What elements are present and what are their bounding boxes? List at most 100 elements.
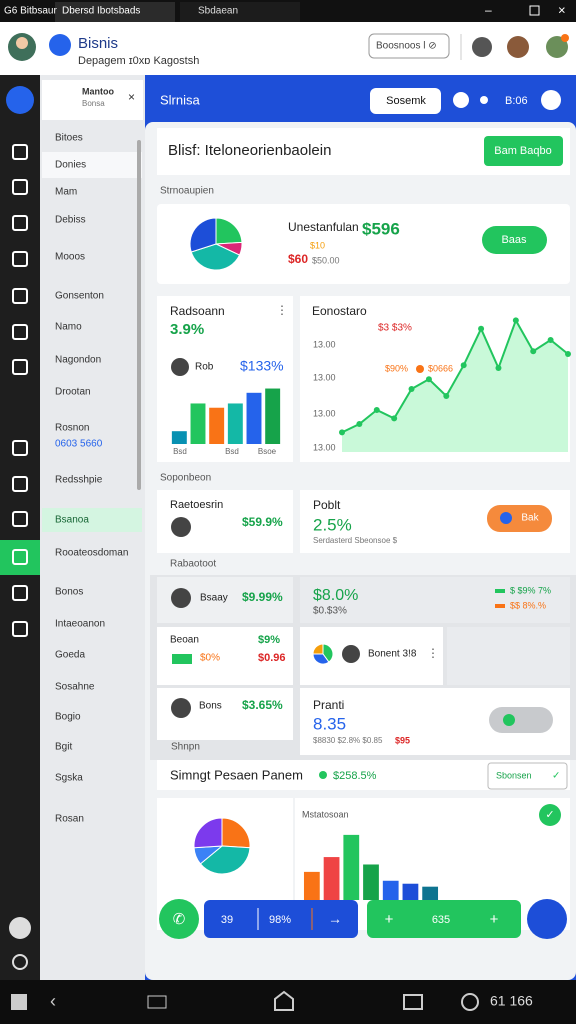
sidebar-item[interactable]: Rooateosdoman: [55, 548, 128, 559]
topbar-icon[interactable]: [541, 90, 561, 110]
rail-icon[interactable]: [12, 144, 28, 160]
topbar-icon[interactable]: [480, 96, 488, 104]
rail-icon[interactable]: [12, 251, 28, 267]
bar: [209, 407, 225, 444]
sidebar-item[interactable]: Rosnon: [55, 423, 89, 434]
avatar: [171, 698, 191, 718]
rail-icon[interactable]: [12, 440, 28, 456]
rail-icon[interactable]: [12, 215, 28, 231]
rail-icon[interactable]: [12, 585, 28, 601]
card-menu[interactable]: ⋮: [276, 303, 288, 317]
sidebar-item[interactable]: Namo: [55, 322, 82, 333]
rail-icon[interactable]: [12, 621, 28, 637]
profit-button[interactable]: [487, 505, 552, 532]
window-max[interactable]: [529, 5, 540, 16]
value: $3.65%: [242, 698, 283, 712]
bar: [171, 431, 187, 444]
avatar[interactable]: [472, 37, 492, 57]
app-subtitle: Depagem ɪ0xɒ Kagostsh: [78, 55, 199, 67]
rail-icon[interactable]: [12, 359, 28, 375]
rail-icon[interactable]: [12, 549, 28, 565]
nav-home[interactable]: [274, 990, 294, 1011]
sidebar-item[interactable]: Bsanoa: [55, 515, 89, 526]
sidebar-item[interactable]: Goeda: [55, 650, 85, 661]
nav-back[interactable]: ‹: [50, 991, 56, 1011]
nav-icon[interactable]: [461, 993, 479, 1011]
arrow-icon: →: [328, 911, 342, 927]
tab[interactable]: [180, 2, 300, 22]
pie-slice: [190, 243, 241, 271]
sidebar-item[interactable]: Drootan: [55, 387, 91, 398]
point: [495, 365, 502, 371]
point: [512, 317, 519, 324]
avatar[interactable]: [507, 36, 529, 58]
active-tab[interactable]: [55, 2, 175, 22]
sidebar-item[interactable]: Rosan: [55, 814, 84, 825]
sidebar-item[interactable]: Bgit: [55, 742, 72, 753]
label: Rob: [195, 362, 214, 373]
rail-icon[interactable]: [12, 476, 28, 492]
app-title: Bisnis: [78, 35, 118, 52]
label: Bonsa: [82, 99, 105, 108]
sidebar-item[interactable]: Bitoes: [55, 133, 83, 144]
point: [339, 429, 345, 436]
sidebar-item[interactable]: Gonsenton: [55, 291, 104, 302]
avatar[interactable]: [9, 917, 31, 939]
rail-logo[interactable]: [6, 86, 34, 114]
pie-slice: [199, 845, 251, 875]
rail-icon[interactable]: [12, 511, 28, 527]
call-button[interactable]: [159, 899, 199, 939]
topbar-icon[interactable]: [453, 92, 469, 108]
bar: [246, 392, 262, 444]
send-button[interactable]: [527, 899, 567, 939]
sidebar-item[interactable]: Sgska: [55, 773, 83, 784]
action-pill[interactable]: [204, 900, 358, 938]
label: $95: [395, 735, 410, 745]
legend-label: $$ 8%.%: [510, 600, 546, 610]
sidebar-item[interactable]: Mam: [55, 187, 77, 198]
value: $9.99%: [242, 590, 283, 604]
rail-icon[interactable]: [12, 324, 28, 340]
label: $8830 $2.8% $0.85: [313, 736, 383, 745]
sidebar-item[interactable]: 0603 5660: [55, 439, 103, 450]
summary-button[interactable]: [482, 226, 547, 254]
nav-icon[interactable]: [147, 995, 167, 1009]
rail-icon[interactable]: [12, 179, 28, 195]
action-pill[interactable]: [367, 900, 521, 938]
toggle-button[interactable]: [489, 707, 553, 733]
settings-icon[interactable]: [12, 954, 28, 970]
sidebar-item[interactable]: Intaeoanon: [55, 619, 105, 630]
nav-icon[interactable]: [11, 994, 27, 1010]
sidebar-item[interactable]: Sosahne: [55, 682, 95, 693]
primary-button[interactable]: [484, 136, 563, 166]
topbar-button[interactable]: [370, 88, 441, 114]
dropdown[interactable]: [487, 762, 568, 790]
nav-recent[interactable]: [403, 994, 423, 1010]
bar: [303, 871, 320, 900]
point: [356, 421, 363, 427]
window-min[interactable]: –: [485, 3, 492, 17]
action-label: 635: [432, 914, 450, 926]
sidebar-item[interactable]: Mooos: [55, 252, 85, 263]
rail-icon[interactable]: [12, 288, 28, 304]
rail-active[interactable]: [0, 540, 40, 575]
sidebar-item[interactable]: Bogio: [55, 712, 81, 723]
topbar-title: Slrnisa: [160, 92, 201, 107]
popup-close[interactable]: ×: [128, 90, 135, 104]
x-label: Bsd: [173, 447, 187, 456]
button-icon: [500, 512, 512, 524]
bar: [227, 403, 243, 444]
sidebar-item[interactable]: Debiss: [55, 215, 86, 226]
search-box[interactable]: [368, 33, 450, 59]
sidebar-item[interactable]: Donies: [55, 160, 86, 171]
avatar[interactable]: [546, 36, 568, 58]
card-menu[interactable]: ⋮: [427, 646, 439, 660]
sidebar-hover: [42, 152, 142, 178]
sidebar-item[interactable]: Nagondon: [55, 355, 101, 366]
sidebar-item[interactable]: Redsshpie: [55, 475, 103, 486]
action-label: 39: [221, 914, 233, 926]
label: $60: [288, 252, 308, 266]
sidebar-item[interactable]: Bonos: [55, 587, 83, 598]
scrollbar: [137, 140, 141, 490]
window-close[interactable]: ×: [558, 2, 566, 17]
